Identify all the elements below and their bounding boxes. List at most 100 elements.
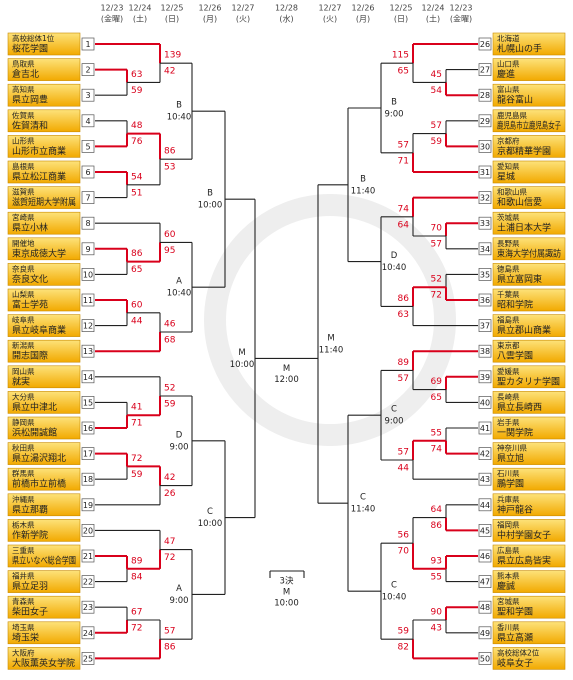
team-school: 県立岡豊 xyxy=(12,94,48,106)
score: 93 xyxy=(431,556,442,566)
team-number: 23 xyxy=(83,603,93,612)
team-number: 2 xyxy=(85,66,90,75)
team-number-box xyxy=(478,293,492,307)
team-box xyxy=(7,442,81,465)
team-prefecture: 徳島県 xyxy=(497,263,520,273)
bracket-content: 12/23(金曜)12/27(火)12/24(土)12/26(月)12/25(日… xyxy=(7,4,566,670)
team-number-box xyxy=(81,626,95,640)
team-number: 35 xyxy=(480,270,490,279)
team-number: 47 xyxy=(480,578,490,587)
match-court: M xyxy=(327,334,334,344)
team-box xyxy=(7,416,81,440)
team-prefecture: 茨城県 xyxy=(497,212,520,222)
team-prefecture: 和歌山県 xyxy=(497,187,527,197)
score: 44 xyxy=(398,464,410,474)
team-school: 県立小林 xyxy=(12,222,48,234)
match-time: 9:00 xyxy=(384,110,403,120)
match-time: 10:40 xyxy=(167,289,192,299)
team-number-box xyxy=(81,498,95,512)
team-number-box xyxy=(478,88,492,102)
score: 54 xyxy=(131,172,143,182)
team-number: 18 xyxy=(83,475,93,484)
team-box xyxy=(492,493,566,517)
team-school: 県立那覇 xyxy=(12,503,48,515)
score: 59 xyxy=(131,86,143,96)
score: 57 xyxy=(398,448,409,458)
team-prefecture: 島根県 xyxy=(12,161,35,171)
match-court: C xyxy=(360,493,366,503)
team-number-box xyxy=(81,140,95,153)
team-prefecture: 福島県 xyxy=(497,315,520,325)
team-number: 26 xyxy=(480,40,490,49)
team-box xyxy=(7,339,81,363)
team-number-box xyxy=(81,396,95,409)
score: 74 xyxy=(431,444,443,454)
team-number: 14 xyxy=(83,373,93,382)
match-time: 11:40 xyxy=(351,186,376,196)
team-number-box xyxy=(81,600,95,614)
third-place-label: 3決 xyxy=(280,576,294,587)
team-box xyxy=(7,288,81,312)
team-prefecture: 沖縄県 xyxy=(12,494,35,504)
team-number-box xyxy=(478,396,492,409)
team-prefecture: 福井県 xyxy=(12,571,35,581)
team-school: 鹿児島市立鹿児島女子 xyxy=(497,119,561,131)
team-number-box xyxy=(478,421,492,435)
team-box xyxy=(7,109,81,133)
team-number: 16 xyxy=(83,424,93,433)
header-date: 12/23 xyxy=(449,4,472,13)
team-school: 県立郡山商業 xyxy=(497,324,551,336)
match-time: 10:00 xyxy=(198,201,223,211)
match-court: A xyxy=(176,277,182,287)
match-time: 10:00 xyxy=(198,519,223,529)
team-prefecture: 高知県 xyxy=(12,84,35,94)
team-number: 15 xyxy=(83,398,93,407)
team-number-box xyxy=(478,549,492,563)
score: 139 xyxy=(164,51,181,61)
team-box xyxy=(492,263,566,286)
team-number: 27 xyxy=(480,66,490,75)
team-number-box xyxy=(81,344,95,358)
team-number-box xyxy=(81,114,95,128)
score: 70 xyxy=(431,224,443,234)
score: 86 xyxy=(164,643,176,653)
score: 68 xyxy=(164,336,176,346)
team-prefecture: 埼玉県 xyxy=(12,622,35,632)
team-prefecture: 山口県 xyxy=(497,60,520,69)
score: 57 xyxy=(398,140,409,150)
team-school: 八雲学園 xyxy=(497,350,533,362)
team-school: 県立岐阜商業 xyxy=(12,324,66,336)
team-school: 中村学園女子 xyxy=(497,529,551,541)
score: 54 xyxy=(431,86,443,96)
team-box xyxy=(492,416,566,440)
header-date: 12/25 xyxy=(160,4,183,13)
team-number: 11 xyxy=(83,296,93,305)
match-time: 10:40 xyxy=(382,263,407,273)
team-number: 17 xyxy=(83,450,93,459)
score: 52 xyxy=(164,384,175,394)
team-prefecture: 山形県 xyxy=(12,136,35,145)
final-court: M xyxy=(283,364,290,374)
match-court: C xyxy=(391,405,397,415)
score: 59 xyxy=(398,627,410,637)
team-prefecture: 長野県 xyxy=(497,239,520,248)
score: 53 xyxy=(164,163,175,173)
match-court: M xyxy=(238,348,245,358)
score: 42 xyxy=(164,67,175,77)
team-number: 3 xyxy=(85,91,90,100)
team-prefecture: 岩手県 xyxy=(497,417,520,427)
team-box xyxy=(492,621,566,645)
team-school: 富士学苑 xyxy=(12,299,48,311)
team-school: 佐賀清和 xyxy=(12,119,48,131)
team-number: 34 xyxy=(480,245,490,254)
team-number-box xyxy=(478,216,492,230)
score: 76 xyxy=(131,137,143,147)
team-box xyxy=(492,109,566,133)
team-number-box xyxy=(478,191,492,204)
team-number-box xyxy=(81,242,95,256)
team-school: 浜松開誠館 xyxy=(12,427,57,439)
score: 55 xyxy=(431,572,442,582)
score: 71 xyxy=(398,156,409,166)
team-prefecture: 千葉県 xyxy=(497,289,520,299)
team-school: 一関学院 xyxy=(497,427,533,439)
